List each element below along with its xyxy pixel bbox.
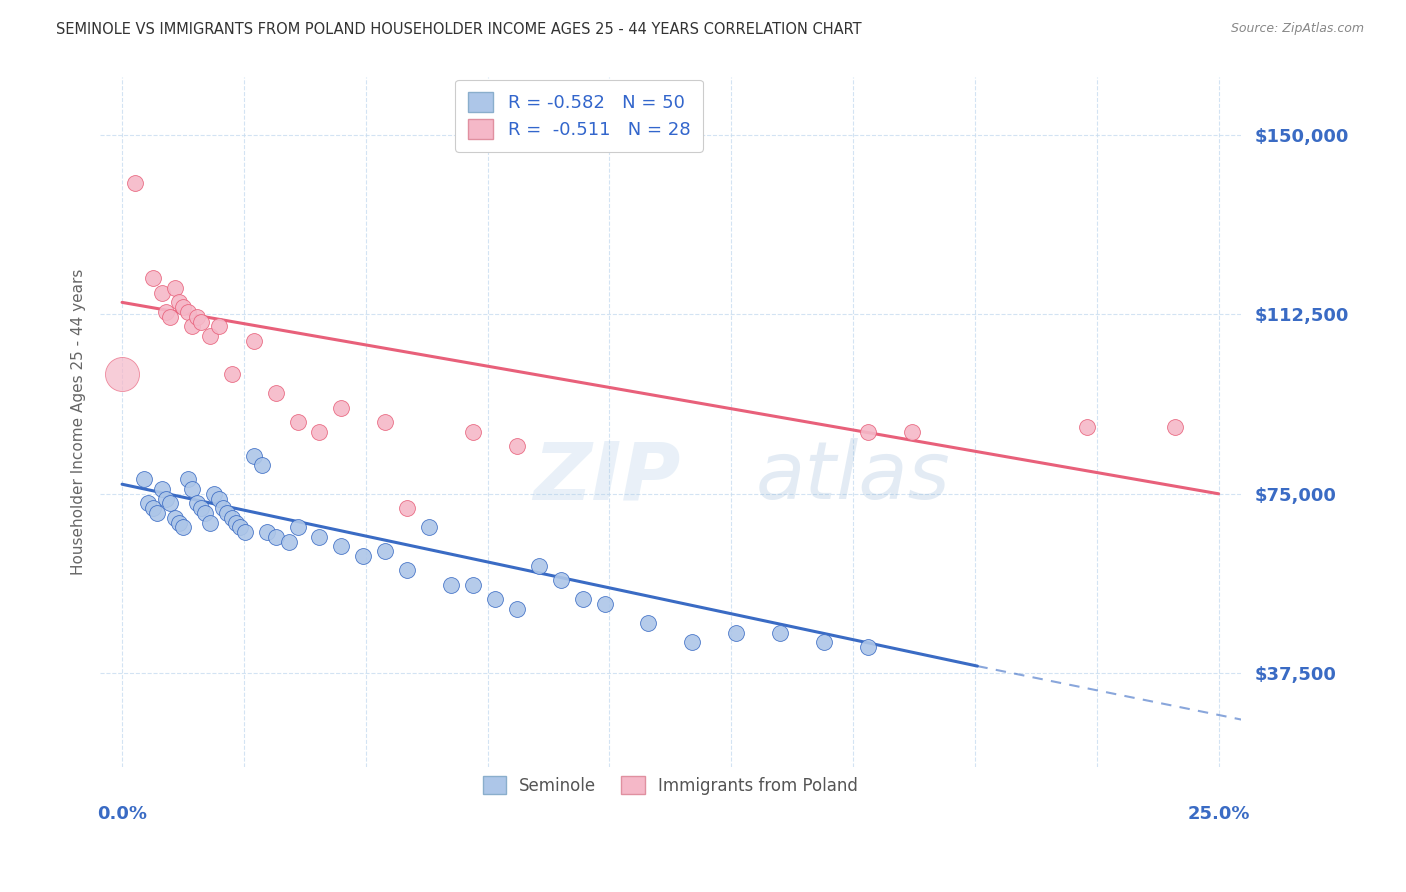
Point: [177, 305, 200, 319]
Point: [593, 597, 616, 611]
Point: [277, 534, 299, 549]
Point: [725, 625, 748, 640]
Point: [374, 415, 396, 429]
Point: [418, 520, 440, 534]
Point: [186, 496, 208, 510]
Point: [229, 520, 252, 534]
Point: [159, 310, 181, 324]
Point: [194, 506, 217, 520]
Point: [440, 578, 463, 592]
Point: [221, 367, 243, 381]
Point: [124, 176, 146, 190]
Point: [484, 592, 506, 607]
Text: atlas: atlas: [756, 438, 950, 516]
Point: [242, 334, 264, 348]
Point: [167, 516, 190, 530]
Point: [167, 295, 190, 310]
Point: [155, 305, 177, 319]
Point: [396, 563, 419, 577]
Point: [308, 425, 330, 439]
Text: 0.0%: 0.0%: [97, 805, 148, 823]
Point: [550, 573, 572, 587]
Point: [142, 501, 165, 516]
Point: [172, 300, 194, 314]
Point: [813, 635, 835, 649]
Point: [681, 635, 703, 649]
Point: [150, 482, 173, 496]
Point: [506, 601, 529, 615]
Point: [207, 491, 229, 506]
Point: [287, 415, 309, 429]
Point: [221, 510, 243, 524]
Point: [198, 329, 221, 343]
Point: [150, 285, 173, 300]
Point: [207, 319, 229, 334]
Point: [190, 314, 212, 328]
Point: [186, 310, 208, 324]
Point: [181, 482, 204, 496]
Point: [571, 592, 593, 607]
Point: [396, 501, 419, 516]
Point: [217, 506, 239, 520]
Text: ZIP: ZIP: [533, 438, 681, 516]
Point: [233, 525, 256, 540]
Point: [163, 510, 186, 524]
Point: [198, 516, 221, 530]
Point: [527, 558, 550, 573]
Point: [242, 449, 264, 463]
Point: [181, 319, 204, 334]
Y-axis label: Householder Income Ages 25 - 44 years: Householder Income Ages 25 - 44 years: [72, 268, 86, 575]
Point: [374, 544, 396, 558]
Point: [190, 501, 212, 516]
Point: [856, 425, 879, 439]
Text: 25.0%: 25.0%: [1188, 805, 1250, 823]
Point: [111, 367, 134, 381]
Point: [256, 525, 278, 540]
Point: [264, 530, 287, 544]
Text: Source: ZipAtlas.com: Source: ZipAtlas.com: [1230, 22, 1364, 36]
Point: [637, 615, 659, 630]
Legend: Seminole, Immigrants from Poland: Seminole, Immigrants from Poland: [471, 764, 870, 806]
Point: [461, 425, 484, 439]
Point: [506, 439, 529, 453]
Point: [1076, 419, 1098, 434]
Point: [172, 520, 194, 534]
Point: [163, 281, 186, 295]
Point: [330, 540, 353, 554]
Point: [252, 458, 274, 472]
Point: [138, 496, 160, 510]
Point: [225, 516, 247, 530]
Point: [159, 496, 181, 510]
Point: [856, 640, 879, 654]
Point: [202, 487, 225, 501]
Point: [330, 401, 353, 415]
Point: [352, 549, 374, 563]
Point: [177, 472, 200, 486]
Text: SEMINOLE VS IMMIGRANTS FROM POLAND HOUSEHOLDER INCOME AGES 25 - 44 YEARS CORRELA: SEMINOLE VS IMMIGRANTS FROM POLAND HOUSE…: [56, 22, 862, 37]
Point: [461, 578, 484, 592]
Point: [132, 472, 155, 486]
Point: [212, 501, 235, 516]
Point: [264, 386, 287, 401]
Point: [146, 506, 169, 520]
Point: [900, 425, 922, 439]
Point: [1164, 419, 1187, 434]
Point: [308, 530, 330, 544]
Point: [142, 271, 165, 285]
Point: [769, 625, 792, 640]
Point: [287, 520, 309, 534]
Point: [155, 491, 177, 506]
